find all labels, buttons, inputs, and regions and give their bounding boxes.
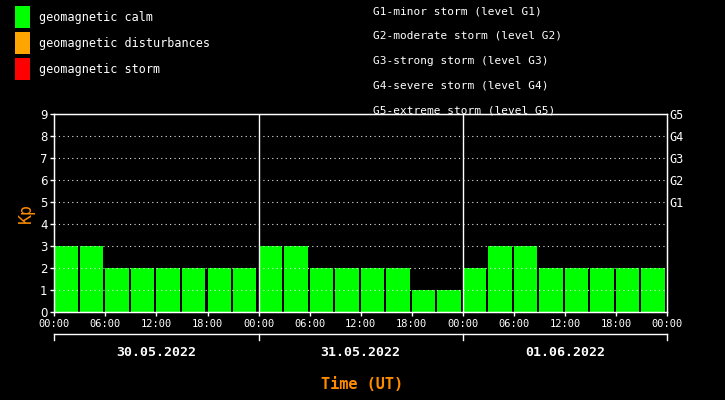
Bar bbox=[284, 246, 307, 312]
Bar bbox=[565, 268, 588, 312]
Bar bbox=[642, 268, 665, 312]
Bar bbox=[105, 268, 129, 312]
Bar bbox=[489, 246, 512, 312]
Bar bbox=[386, 268, 410, 312]
Text: Time (UT): Time (UT) bbox=[321, 377, 404, 392]
Text: G4-severe storm (level G4): G4-severe storm (level G4) bbox=[373, 80, 549, 90]
Bar bbox=[259, 246, 282, 312]
Bar bbox=[310, 268, 333, 312]
Bar bbox=[539, 268, 563, 312]
Bar bbox=[360, 268, 384, 312]
Bar bbox=[80, 246, 103, 312]
Bar bbox=[54, 246, 78, 312]
Bar bbox=[514, 246, 537, 312]
Bar bbox=[335, 268, 359, 312]
Text: 31.05.2022: 31.05.2022 bbox=[320, 346, 401, 359]
Bar bbox=[616, 268, 639, 312]
Bar bbox=[412, 290, 435, 312]
Bar bbox=[233, 268, 257, 312]
Text: geomagnetic disturbances: geomagnetic disturbances bbox=[39, 36, 210, 50]
Y-axis label: Kp: Kp bbox=[17, 203, 34, 223]
Text: 01.06.2022: 01.06.2022 bbox=[525, 346, 605, 359]
Bar bbox=[463, 268, 486, 312]
Text: G2-moderate storm (level G2): G2-moderate storm (level G2) bbox=[373, 31, 563, 41]
Bar bbox=[590, 268, 614, 312]
Text: 30.05.2022: 30.05.2022 bbox=[117, 346, 196, 359]
Bar bbox=[182, 268, 205, 312]
Bar bbox=[437, 290, 460, 312]
Bar bbox=[131, 268, 154, 312]
Bar bbox=[157, 268, 180, 312]
Text: geomagnetic storm: geomagnetic storm bbox=[39, 62, 160, 76]
Text: geomagnetic calm: geomagnetic calm bbox=[39, 10, 153, 24]
Text: G1-minor storm (level G1): G1-minor storm (level G1) bbox=[373, 6, 542, 16]
Bar bbox=[207, 268, 231, 312]
Text: G3-strong storm (level G3): G3-strong storm (level G3) bbox=[373, 56, 549, 66]
Text: G5-extreme storm (level G5): G5-extreme storm (level G5) bbox=[373, 105, 555, 115]
